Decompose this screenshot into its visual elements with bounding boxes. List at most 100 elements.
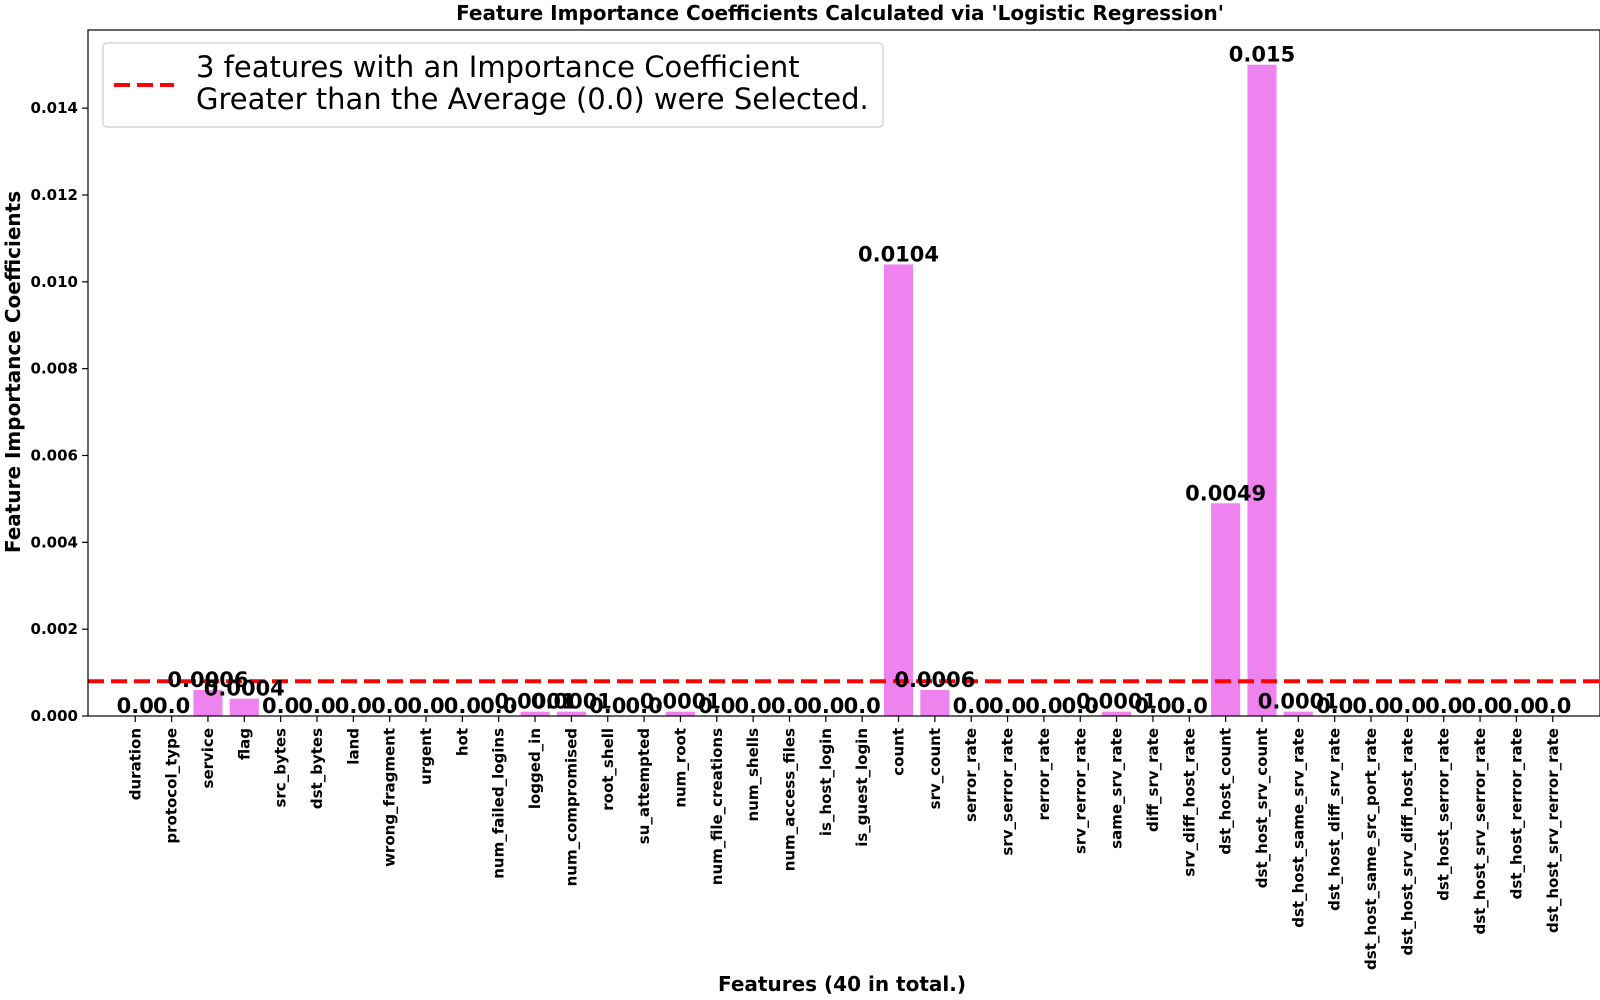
x-tick-label-flag: flag (235, 728, 253, 760)
data-label-land: 0.0 (335, 694, 372, 718)
legend-label-line-2: Greater than the Average (0.0) were Sele… (196, 82, 869, 116)
data-label-dst-host-srv-count: 0.015 (1229, 43, 1295, 67)
bar-srv-count (920, 689, 950, 716)
x-tick-label-dst-host-srv-diff-host-rate: dst_host_srv_diff_host_rate (1398, 728, 1416, 956)
y-tick-label: 0.000 (31, 707, 78, 725)
x-tick-label-dst-host-srv-serror-rate: dst_host_srv_serror_rate (1471, 728, 1489, 934)
data-label-flag: 0.0004 (204, 677, 285, 701)
x-axis: duration protocol_type service flag src_byte… (126, 716, 1562, 970)
x-tick-label-num-access-files: num_access_files (780, 728, 798, 871)
x-tick-label-srv-serror-rate: srv_serror_rate (999, 728, 1017, 856)
x-tick-label-is-host-login: is_host_login (817, 728, 835, 836)
bar-flag (229, 698, 259, 716)
data-label-service: 0.0006 (167, 668, 248, 692)
x-tick-label-service: service (199, 728, 217, 788)
data-label-num-shells: 0.0 (735, 694, 772, 718)
data-label-srv-diff-host-rate: 0.0 (1171, 694, 1208, 718)
x-tick-label-num-file-creations: num_file_creations (708, 728, 726, 885)
data-label-su-attempted: 0.0 (625, 694, 662, 718)
y-tick-label: 0.002 (31, 620, 78, 638)
data-label-dst-host-diff-srv-rate: 0.0 (1316, 694, 1353, 718)
x-tick-label-diff-srv-rate: diff_srv_rate (1144, 728, 1162, 832)
x-tick-label-serror-rate: serror_rate (962, 728, 980, 822)
x-tick-label-dst-host-serror-rate: dst_host_serror_rate (1435, 728, 1453, 901)
x-tick-label-src-bytes: src_bytes (272, 728, 290, 808)
x-tick-label-is-guest-login: is_guest_login (853, 728, 871, 847)
x-tick-label-dst-host-srv-count: dst_host_srv_count (1253, 728, 1271, 888)
data-label-count: 0.0104 (858, 242, 939, 266)
data-label-wrong-fragment: 0.0 (371, 694, 408, 718)
data-label-num-compromised: 0.0001 (531, 690, 612, 714)
legend-label-line-1: 3 features with an Importance Coefficien… (196, 50, 800, 84)
bar-series (193, 64, 1313, 716)
data-label-dst-host-same-srv-rate: 0.0001 (1258, 690, 1339, 714)
data-label-num-file-creations: 0.0 (698, 694, 735, 718)
x-tick-label-srv-diff-host-rate: srv_diff_host_rate (1180, 728, 1198, 877)
bar-same-srv-rate (1102, 711, 1132, 716)
x-tick-label-protocol-type: protocol_type (163, 728, 181, 844)
data-label-srv-serror-rate: 0.0 (989, 694, 1026, 718)
x-tick-label-dst-host-same-src-port-rate: dst_host_same_src_port_rate (1362, 728, 1380, 970)
data-label-root-shell: 0.0 (589, 694, 626, 718)
x-tick-label-logged-in: logged_in (526, 728, 544, 809)
x-tick-label-dst-host-count: dst_host_count (1217, 728, 1235, 855)
x-tick-label-dst-host-same-srv-rate: dst_host_same_srv_rate (1289, 728, 1307, 928)
data-label-dst-host-srv-diff-host-rate: 0.0 (1389, 694, 1426, 718)
bar-count (883, 264, 914, 716)
y-tick-label: 0.014 (31, 99, 78, 117)
data-label-src-bytes: 0.0 (262, 694, 299, 718)
x-tick-label-dst-host-diff-srv-rate: dst_host_diff_srv_rate (1326, 728, 1344, 911)
data-label-dst-bytes: 0.0 (298, 694, 335, 718)
data-label-num-access-files: 0.0 (771, 694, 808, 718)
chart-title: Feature Importance Coefficients Calculat… (456, 1, 1224, 25)
data-label-duration: 0.0 (117, 694, 154, 718)
bar-dst-host-srv-count (1247, 64, 1277, 716)
data-label-srv-rerror-rate: 0.0 (1062, 694, 1099, 718)
y-tick-label: 0.004 (31, 533, 78, 551)
data-label-logged-in: 0.0001 (495, 690, 576, 714)
data-label-urgent: 0.0 (407, 694, 444, 718)
y-axis: 0.000 0.002 0.004 0.006 0.008 0.010 0.012 0.014 (31, 99, 88, 725)
data-label-dst-host-srv-serror-rate: 0.0 (1461, 694, 1498, 718)
data-label-srv-count: 0.0006 (894, 668, 975, 692)
x-tick-label-dst-host-srv-rerror-rate: dst_host_srv_rerror_rate (1544, 728, 1562, 933)
y-tick-label: 0.008 (31, 360, 78, 378)
x-tick-label-same-srv-rate: same_srv_rate (1108, 728, 1126, 849)
bar-dst-host-count (1211, 503, 1241, 716)
y-axis-label: Feature Importance Coefficients (1, 191, 25, 553)
data-label-dst-host-srv-rerror-rate: 0.0 (1534, 694, 1571, 718)
x-tick-label-num-shells: num_shells (744, 728, 762, 822)
x-tick-label-srv-rerror-rate: srv_rerror_rate (1071, 728, 1089, 854)
x-tick-label-dst-bytes: dst_bytes (308, 728, 326, 809)
x-tick-label-rerror-rate: rerror_rate (1035, 728, 1053, 820)
x-tick-label-count: count (890, 728, 908, 776)
x-tick-label-land: land (344, 728, 362, 765)
x-axis-label: Features (40 in total.) (718, 972, 966, 996)
bar-dst-host-same-srv-rate (1283, 711, 1313, 716)
x-tick-label-urgent: urgent (417, 728, 435, 785)
x-tick-label-duration: duration (126, 728, 144, 800)
data-label-num-root: 0.0001 (640, 690, 721, 714)
data-label-serror-rate: 0.0 (953, 694, 990, 718)
bar-service (193, 689, 223, 716)
x-tick-label-wrong-fragment: wrong_fragment (381, 728, 399, 867)
y-tick-label: 0.006 (31, 446, 78, 464)
data-label-num-failed-logins: 0.0 (480, 694, 517, 718)
x-tick-label-dst-host-rerror-rate: dst_host_rerror_rate (1507, 728, 1525, 899)
x-tick-label-root-shell: root_shell (599, 728, 617, 811)
data-label-protocol-type: 0.0 (153, 694, 190, 718)
data-label-dst-host-rerror-rate: 0.0 (1498, 694, 1535, 718)
data-label-hot: 0.0 (444, 694, 481, 718)
data-label-dst-host-same-src-port-rate: 0.0 (1352, 694, 1389, 718)
x-tick-label-num-failed-logins: num_failed_logins (490, 728, 508, 879)
data-label-dst-host-serror-rate: 0.0 (1425, 694, 1462, 718)
data-label-diff-srv-rate: 0.0 (1134, 694, 1171, 718)
y-tick-label: 0.010 (31, 273, 78, 291)
bar-num-root (665, 711, 695, 716)
x-tick-label-num-compromised: num_compromised (562, 728, 580, 886)
bar-num-compromised (556, 711, 586, 716)
y-tick-label: 0.012 (31, 186, 78, 204)
data-label-is-host-login: 0.0 (807, 694, 844, 718)
